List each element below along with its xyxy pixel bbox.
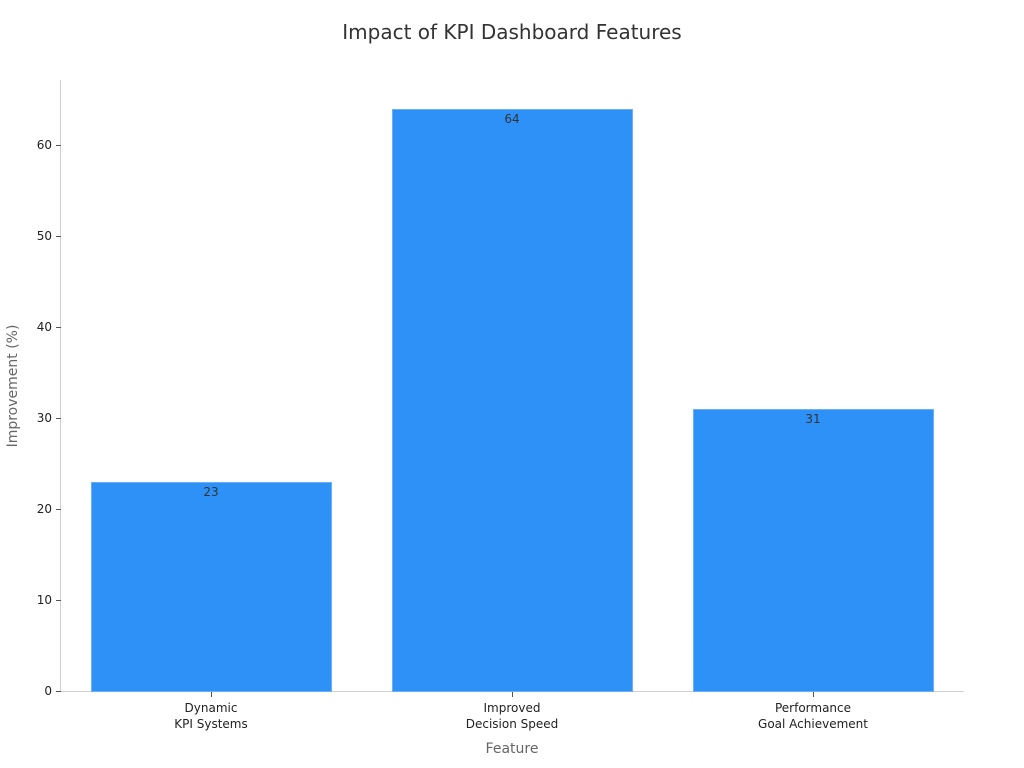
bar-improved-decision-speed	[391, 108, 633, 692]
y-tick-label: 40	[36, 320, 52, 334]
x-tick-label-line: Goal Achievement	[758, 717, 868, 731]
y-tick-label: 0	[44, 684, 52, 698]
x-tick-label-line: Dynamic	[184, 701, 238, 715]
chart-title: Impact of KPI Dashboard Features	[342, 20, 682, 44]
bar-dynamic-kpi-systems	[90, 481, 332, 692]
x-tick	[512, 692, 513, 697]
x-tick-label: Improved Decision Speed	[466, 700, 559, 732]
y-tick-label: 60	[36, 138, 52, 152]
y-tick-label: 30	[36, 411, 52, 425]
y-tick	[56, 691, 61, 692]
bar-value-label: 31	[805, 411, 821, 426]
x-axis-label: Feature	[485, 741, 539, 757]
x-tick-label-line: Decision Speed	[465, 717, 559, 731]
bar-performance-goal-achievement	[692, 408, 934, 692]
x-tick-label: Dynamic KPI Systems	[174, 700, 247, 732]
x-tick-label-line: Improved	[483, 701, 541, 715]
y-tick	[56, 600, 61, 601]
y-tick	[56, 327, 61, 328]
y-tick-label: 10	[36, 593, 52, 607]
x-tick	[211, 692, 212, 697]
y-tick	[56, 236, 61, 237]
y-tick-label: 50	[36, 229, 52, 243]
y-tick	[56, 418, 61, 419]
y-tick	[56, 145, 61, 146]
x-tick-label: Performance Goal Achievement	[758, 700, 868, 732]
x-tick	[813, 692, 814, 697]
x-tick-label-line: KPI Systems	[174, 717, 248, 731]
x-tick-label-line: Performance	[774, 701, 852, 715]
y-tick	[56, 509, 61, 510]
y-axis-line	[60, 80, 61, 692]
bar-value-label: 64	[504, 111, 520, 126]
bar-value-label: 23	[203, 484, 219, 499]
y-axis-label: Improvement (%)	[5, 324, 21, 448]
y-tick-label: 20	[36, 502, 52, 516]
